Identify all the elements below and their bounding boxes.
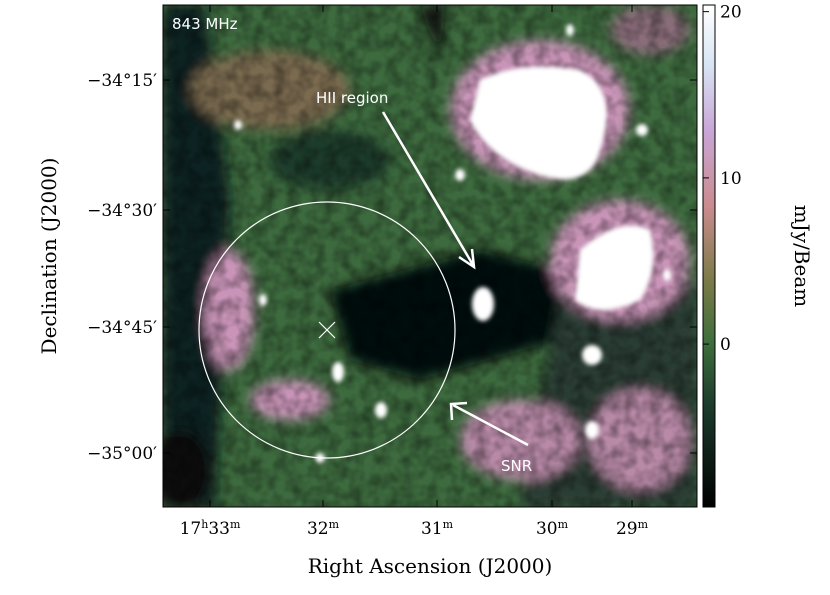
annotation: HII region xyxy=(316,89,388,107)
x-tick-label: 17h33m xyxy=(180,518,241,539)
y-tick-label: −34°45′ xyxy=(87,318,157,338)
plot-frame xyxy=(162,4,698,508)
annotation: SNR xyxy=(501,457,532,475)
x-tick-part: m xyxy=(230,518,241,531)
radio-image xyxy=(163,5,697,507)
colorbar-tick-label: 20 xyxy=(720,3,742,23)
snr-outline xyxy=(198,201,456,459)
y-tick-label: −34°30′ xyxy=(87,201,157,221)
x-axis-label: Right Ascension (J2000) xyxy=(308,554,553,578)
frequency-label: 843 MHz xyxy=(172,15,238,33)
x-tick-part: m xyxy=(329,518,340,531)
x-tick-label: 32m xyxy=(307,518,340,539)
x-tick-part: m xyxy=(443,518,454,531)
colorbar-label: mJy/Beam xyxy=(790,205,814,307)
y-tick-label: −35°00′ xyxy=(87,444,157,464)
x-tick-label: 31m xyxy=(421,518,454,539)
x-tick-part: 33 xyxy=(208,519,230,539)
arrows xyxy=(381,111,529,447)
colorbar-tick-label: 0 xyxy=(720,335,731,355)
axes: 17h33m 32m 31m 30m 29m−34°15′−34°30′−34°45′−… xyxy=(87,3,742,539)
colorbar-tick-label: 10 xyxy=(720,169,742,189)
y-tick-label: −34°15′ xyxy=(87,71,157,91)
x-tick-part: 30 xyxy=(536,519,558,539)
y-axis-label: Declination (J2000) xyxy=(37,158,61,355)
x-tick-part: h xyxy=(201,518,208,531)
x-tick-label: 29m xyxy=(616,518,649,539)
x-tick-label: 30m xyxy=(536,518,569,539)
colorbar xyxy=(702,4,716,508)
x-tick-part: m xyxy=(638,518,649,531)
x-tick-part: 31 xyxy=(421,519,443,539)
x-tick-part: 29 xyxy=(616,519,638,539)
x-tick-part: m xyxy=(558,518,569,531)
x-tick-part: 17 xyxy=(180,519,202,539)
snr-center xyxy=(318,321,336,339)
x-tick-part: 32 xyxy=(307,519,329,539)
